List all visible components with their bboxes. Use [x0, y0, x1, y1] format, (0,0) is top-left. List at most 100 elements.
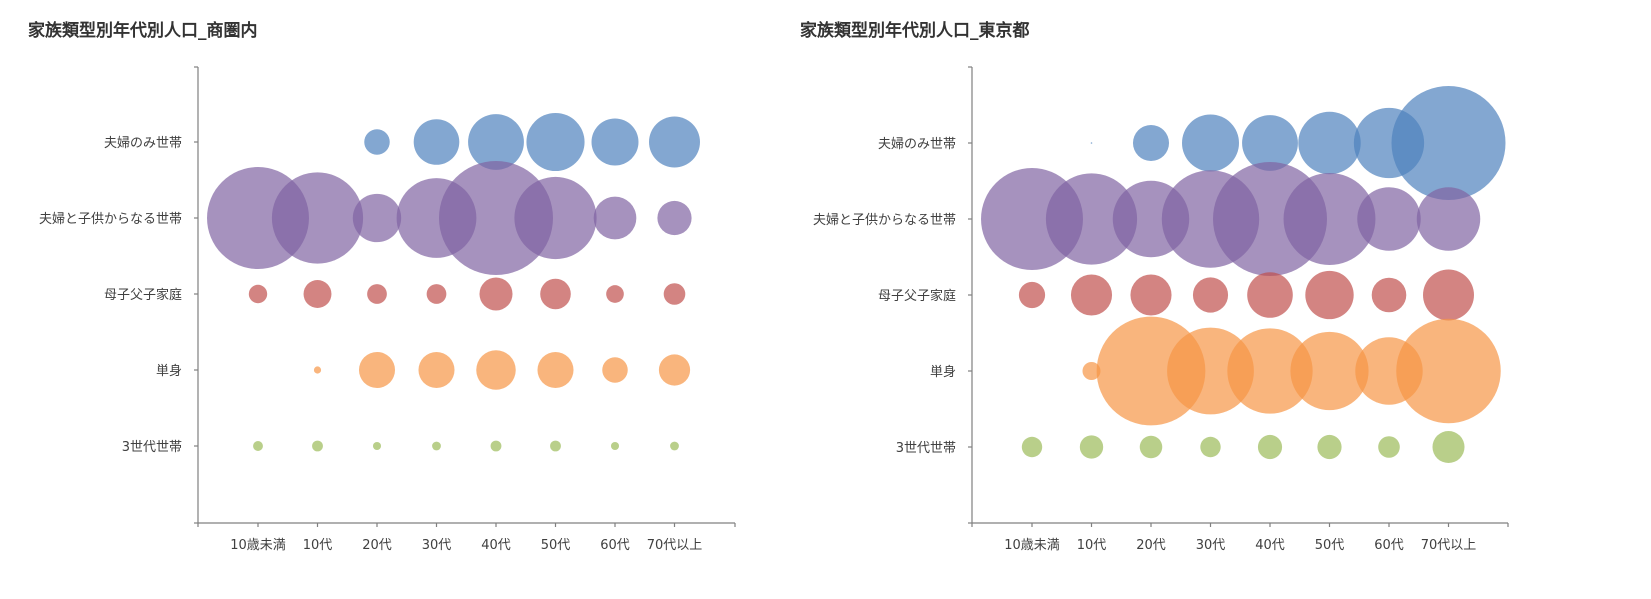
series-1 [1090, 86, 1506, 200]
series-5 [253, 440, 679, 452]
bubble-point [1082, 361, 1101, 381]
bubble-point [364, 129, 390, 155]
x-tick-label: 70代以上 [1421, 538, 1477, 553]
series-3 [248, 277, 686, 311]
bubble-point [476, 350, 516, 390]
series-4 [313, 350, 691, 390]
bubble-point [479, 277, 513, 311]
y-tick-label: 夫婦と子供からなる世帯 [813, 212, 956, 228]
x-tick-label: 60代 [1374, 538, 1404, 553]
bubble-point [550, 440, 561, 452]
bubble-point [649, 116, 700, 168]
bubble-point [367, 284, 387, 304]
bubble-point [1257, 434, 1283, 460]
bubble-point [1192, 277, 1229, 313]
bubble-point [1357, 187, 1421, 251]
bubble-point [1247, 272, 1293, 318]
x-tick-label: 40代 [1255, 538, 1285, 553]
bubble-point [1371, 277, 1407, 313]
bubble-point [1130, 274, 1172, 316]
bubble-point [593, 196, 637, 240]
y-tick-label: 単身 [930, 364, 956, 380]
series-1 [364, 112, 700, 172]
bubble-point [1182, 114, 1239, 172]
bubble-point [312, 440, 323, 452]
bubble-point [248, 284, 268, 304]
bubble-point [313, 366, 322, 374]
y-tick-label: 夫婦のみ世帯 [878, 136, 956, 152]
bubble-point [606, 285, 624, 303]
bubble-point [490, 440, 502, 452]
bubble-point [418, 351, 455, 389]
bubble-point [1378, 436, 1400, 458]
y-tick-label: 3世代世帯 [122, 440, 182, 455]
series-4 [1082, 316, 1501, 426]
bubble-point [1200, 436, 1221, 458]
x-tick-label: 10歳未満 [1004, 538, 1060, 553]
x-tick-label: 50代 [541, 538, 571, 553]
bubble-point [1018, 281, 1046, 309]
bubble-point [1139, 435, 1163, 459]
bubble-point [426, 284, 447, 304]
y-tick-label: 夫婦のみ世帯 [104, 135, 182, 151]
y-tick-label: 夫婦と子供からなる世帯 [39, 211, 182, 227]
x-tick-label: 10代 [1077, 538, 1107, 553]
bubble-point [1305, 270, 1354, 320]
bubble-point [514, 176, 597, 260]
bubble-point [352, 193, 402, 243]
x-tick-label: 40代 [481, 538, 511, 553]
bubble-point [372, 441, 382, 451]
bubble-point [358, 351, 396, 389]
bubble-point [537, 351, 574, 389]
bubble-point [1432, 430, 1465, 464]
y-tick-label: 母子父子家庭 [104, 287, 182, 303]
bubble-point [1416, 187, 1481, 251]
x-tick-label: 70代以上 [647, 538, 703, 553]
bubble-point [1070, 274, 1113, 316]
chart-title: 家族類型別年代別人口_東京都 [800, 20, 1030, 41]
series-3 [1018, 269, 1474, 321]
bubble-point [1167, 327, 1254, 415]
y-tick-label: 3世代世帯 [896, 441, 956, 456]
x-tick-label: 10代 [303, 538, 333, 553]
bubble-point [1045, 173, 1138, 265]
bubble-point [591, 118, 639, 166]
bubble-point [602, 357, 628, 383]
bubble-point [1391, 86, 1506, 200]
bubble-point [1317, 434, 1342, 460]
bubble-point [670, 441, 679, 451]
bubble-point [658, 354, 691, 386]
bubble-point [253, 441, 263, 451]
bubble-point [610, 441, 620, 451]
y-tick-label: 単身 [156, 363, 182, 379]
x-tick-label: 30代 [1196, 538, 1226, 553]
series-5 [1021, 430, 1465, 464]
bubble-point [413, 119, 460, 165]
bubble-point [1227, 328, 1313, 414]
bubble-point [1090, 142, 1093, 144]
bubble-point [1242, 115, 1298, 171]
bubble-point [657, 200, 692, 236]
bubble-point [540, 278, 571, 310]
bubble-point [1298, 111, 1361, 175]
x-tick-label: 30代 [422, 538, 452, 553]
chart-title: 家族類型別年代別人口_商圏内 [28, 20, 258, 41]
x-tick-label: 60代 [600, 538, 630, 553]
bubble-point [271, 172, 364, 264]
bubble-point [1021, 436, 1043, 458]
y-tick-label: 母子父子家庭 [878, 288, 956, 304]
bubble-point [439, 161, 553, 275]
x-tick-label: 10歳未満 [230, 538, 286, 553]
x-tick-label: 50代 [1315, 538, 1345, 553]
bubble-point [1283, 173, 1376, 265]
bubble-point [1396, 318, 1501, 424]
bubble-point [526, 112, 585, 172]
x-tick-label: 20代 [1136, 538, 1166, 553]
series-2 [207, 161, 692, 275]
bubble-point [1079, 435, 1104, 459]
series-2 [981, 162, 1481, 276]
